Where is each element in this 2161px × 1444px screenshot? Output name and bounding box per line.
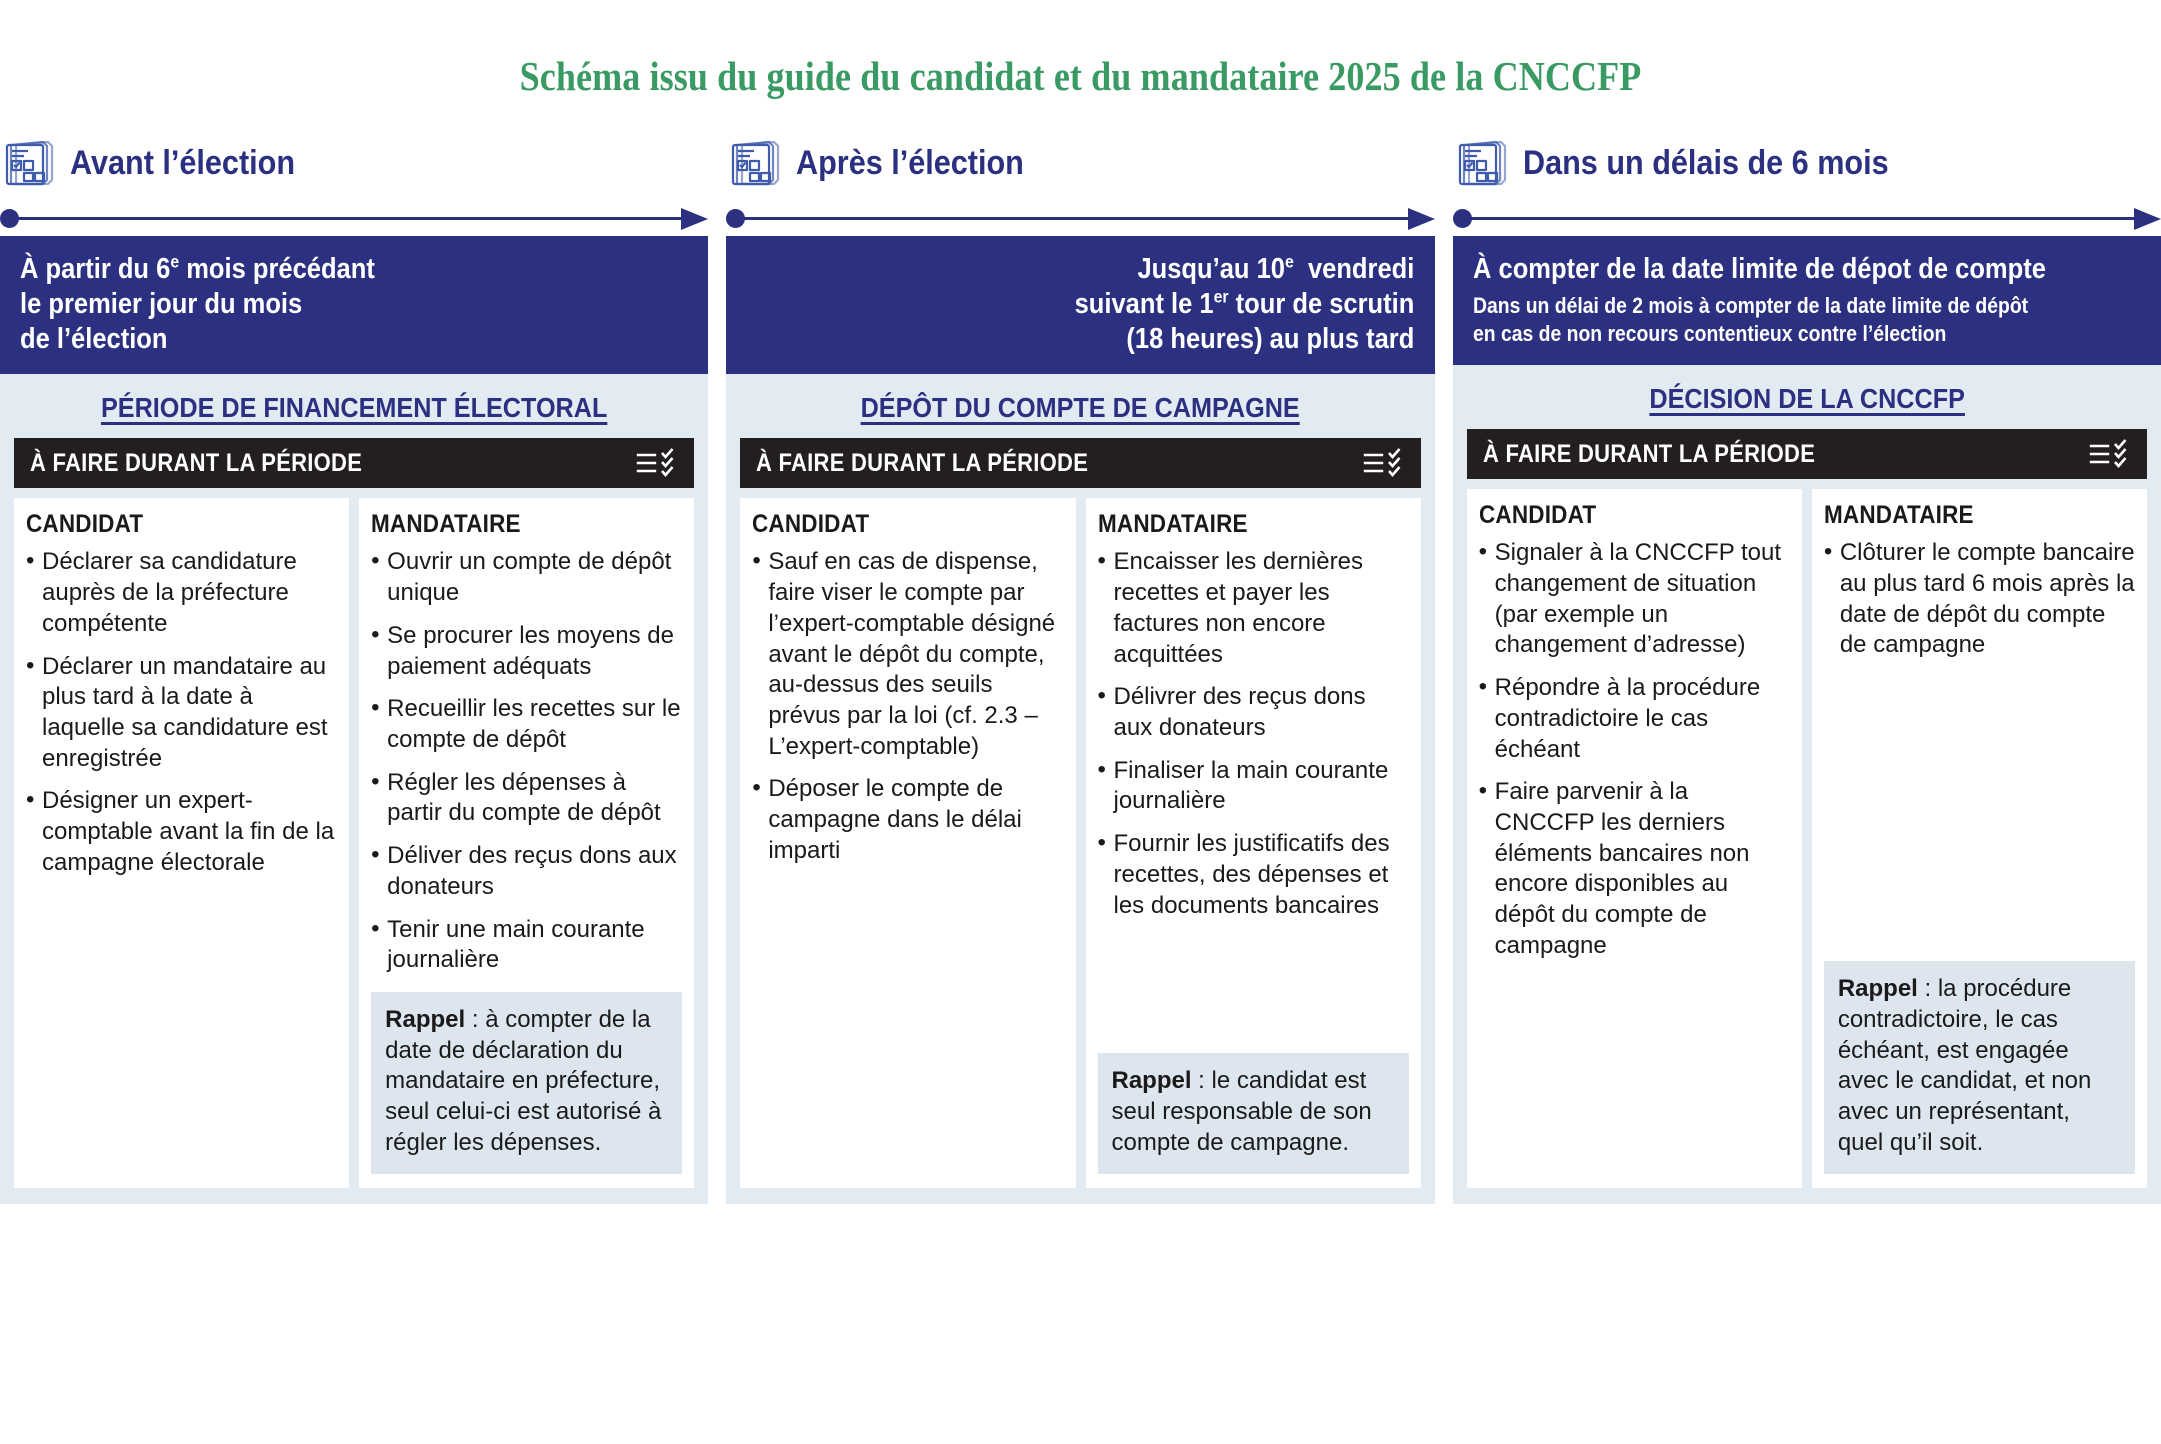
phase-panel: DÉCISION DE LA CNCCFP À FAIRE DURANT LA …	[1452, 365, 2161, 1204]
phase-header: Avant l’élection	[0, 132, 708, 194]
task-item: Répondre à la procédure contradictoire l…	[1479, 672, 1790, 765]
role-title-mandataire: MANDATAIRE	[371, 510, 521, 539]
phase-date-box: À partir du 6e mois précédant le premier …	[0, 236, 709, 375]
phase-date-box: Jusqu’au 10e vendredi suivant le 1er tour…	[726, 236, 1435, 375]
task-item: Déclarer sa candidature auprès de la pré…	[26, 546, 337, 639]
panel-title: DÉCISION DE LA CNCCFP	[1649, 383, 1965, 415]
role-columns: CANDIDAT Déclarer sa candidature auprès …	[14, 498, 695, 1188]
phase-column-1: Avant l’élection À partir du 6e mois pré…	[0, 132, 709, 1204]
task-item: Signaler à la CNCCFP tout changement de …	[1479, 537, 1790, 661]
mandataire-task-list: Clôturer le compte bancaire au plus tard…	[1824, 537, 2135, 673]
phase-panel: DÉPÔT DU COMPTE DE CAMPAGNE À FAIRE DURA…	[726, 374, 1435, 1204]
phase-column-2: Après l’élection Jusqu’au 10e vendredi su…	[726, 132, 1435, 1204]
mandataire-spacer	[1098, 933, 1409, 1053]
phase-header: Après l’élection	[726, 132, 1434, 194]
task-item: Recueillir les recettes sur le compte de…	[371, 693, 682, 755]
todo-bar: À FAIRE DURANT LA PÉRIODE	[1466, 429, 2147, 480]
timeline-arrowhead	[1407, 208, 1435, 230]
candidat-spacer	[26, 891, 337, 1174]
task-item: Tenir une main courante journalière	[371, 914, 682, 976]
role-mandataire: MANDATAIRE Ouvrir un compte de dépôt uni…	[359, 498, 695, 1188]
task-item: Régler les dépenses à partir du compte d…	[371, 767, 682, 829]
mandataire-task-list: Ouvrir un compte de dépôt unique Se procu…	[371, 546, 682, 988]
phase-panel: PÉRIODE DE FINANCEMENT ÉLECTORAL À FAIRE…	[0, 374, 709, 1204]
panel-title: DÉPÔT DU COMPTE DE CAMPAGNE	[860, 392, 1301, 424]
task-item: Délivrer des reçus dons aux donateurs	[1098, 681, 1409, 743]
task-item: Désigner un expert-comptable avant la fi…	[26, 785, 337, 878]
task-item: Déliver des reçus dons aux donateurs	[371, 840, 682, 902]
timeline-arrowhead	[2133, 208, 2161, 230]
ballot-document-icon	[4, 139, 56, 187]
role-mandataire: MANDATAIRE Clôturer le compte bancaire a…	[1811, 489, 2147, 1188]
candidat-spacer	[752, 879, 1063, 1174]
task-item: Faire parvenir à la CNCCFP les derniers …	[1479, 776, 1790, 961]
timeline-line	[1465, 217, 2135, 220]
ballot-document-icon	[1457, 139, 1509, 187]
ballot-document-icon	[730, 139, 782, 187]
role-columns: CANDIDAT Signaler à la CNCCFP tout chang…	[1466, 489, 2147, 1188]
phase-label: Dans un délais de 6 mois	[1522, 143, 1889, 182]
phase-columns: Avant l’élection À partir du 6e mois pré…	[0, 132, 2161, 1204]
todo-bar-label: À FAIRE DURANT LA PÉRIODE	[1482, 439, 1815, 468]
mandataire-task-list: Encaisser les dernières recettes et paye…	[1098, 546, 1409, 933]
timeline-arrowhead	[681, 208, 709, 230]
mandataire-rappel-box: Rappel : à compter de la date de déclara…	[371, 992, 683, 1174]
role-candidat: CANDIDAT Déclarer sa candidature auprès …	[14, 498, 350, 1188]
timeline-arrow-icon	[726, 198, 1435, 236]
timeline-start-dot	[1452, 209, 1472, 228]
timeline-start-dot	[726, 209, 746, 228]
todo-bar-label: À FAIRE DURANT LA PÉRIODE	[756, 448, 1089, 477]
todo-bar-label: À FAIRE DURANT LA PÉRIODE	[30, 448, 363, 477]
timeline-arrow-icon	[0, 198, 709, 236]
candidat-task-list: Déclarer sa candidature auprès de la pré…	[26, 546, 337, 890]
role-title-candidat: CANDIDAT	[26, 510, 144, 539]
task-item: Ouvrir un compte de dépôt unique	[371, 546, 682, 608]
task-item: Se procurer les moyens de paiement adéqu…	[371, 620, 682, 682]
task-item: Clôturer le compte bancaire au plus tard…	[1824, 537, 2135, 661]
phase-date-main: Jusqu’au 10e vendredi suivant le 1er tour…	[1074, 251, 1415, 355]
todo-bar: À FAIRE DURANT LA PÉRIODE	[14, 438, 695, 489]
role-title-mandataire: MANDATAIRE	[1097, 510, 1248, 539]
role-title-candidat: CANDIDAT	[752, 510, 870, 539]
candidat-task-list: Sauf en cas de dispense, faire viser le …	[752, 546, 1063, 878]
role-candidat: CANDIDAT Sauf en cas de dispense, faire …	[740, 498, 1076, 1188]
role-candidat: CANDIDAT Signaler à la CNCCFP tout chang…	[1466, 489, 1802, 1188]
timeline-line	[13, 217, 683, 220]
phase-date-sub: Dans un délai de 2 mois à compter de la …	[1472, 292, 2028, 346]
mandataire-rappel-box: Rappel : la procédure contradictoire, le…	[1823, 961, 2135, 1174]
checklist-icon	[2089, 439, 2131, 469]
mandataire-spacer	[1824, 673, 2135, 961]
page-title: Schéma issu du guide du candidat et du m…	[519, 53, 1642, 99]
mandataire-rappel-box: Rappel : le candidat est seul responsabl…	[1097, 1053, 1409, 1174]
candidat-spacer	[1479, 974, 1790, 1174]
task-item: Déclarer un mandataire au plus tard à la…	[26, 651, 337, 775]
task-item: Encaisser les dernières recettes et paye…	[1098, 546, 1409, 670]
phase-label: Avant l’élection	[70, 143, 296, 182]
candidat-task-list: Signaler à la CNCCFP tout changement de …	[1479, 537, 1790, 973]
phase-label: Après l’élection	[796, 143, 1025, 182]
panel-title: PÉRIODE DE FINANCEMENT ÉLECTORAL	[100, 392, 608, 424]
role-mandataire: MANDATAIRE Encaisser les dernières recet…	[1085, 498, 1421, 1188]
task-item: Déposer le compte de campagne dans le dé…	[752, 773, 1063, 866]
task-item: Finaliser la main courante journalière	[1098, 755, 1409, 817]
checklist-icon	[1363, 448, 1405, 478]
phase-header: Dans un délais de 6 mois	[1453, 132, 2161, 194]
phase-date-main: À partir du 6e mois précédant le premier …	[20, 251, 375, 355]
task-item: Sauf en cas de dispense, faire viser le …	[752, 546, 1063, 762]
role-title-candidat: CANDIDAT	[1478, 501, 1596, 530]
timeline-line	[739, 217, 1409, 220]
todo-bar: À FAIRE DURANT LA PÉRIODE	[740, 438, 1421, 489]
role-title-mandataire: MANDATAIRE	[1823, 501, 1974, 530]
timeline-start-dot	[0, 209, 19, 228]
role-columns: CANDIDAT Sauf en cas de dispense, faire …	[740, 498, 1421, 1188]
task-item: Fournir les justificatifs des recettes, …	[1098, 828, 1409, 921]
phase-column-3: Dans un délais de 6 mois À compter de la…	[1452, 132, 2161, 1204]
checklist-icon	[636, 448, 678, 478]
phase-date-main: À compter de la date limite de dépot de …	[1472, 253, 2046, 285]
timeline-arrow-icon	[1452, 198, 2161, 236]
phase-date-box: À compter de la date limite de dépot de …	[1452, 236, 2161, 366]
